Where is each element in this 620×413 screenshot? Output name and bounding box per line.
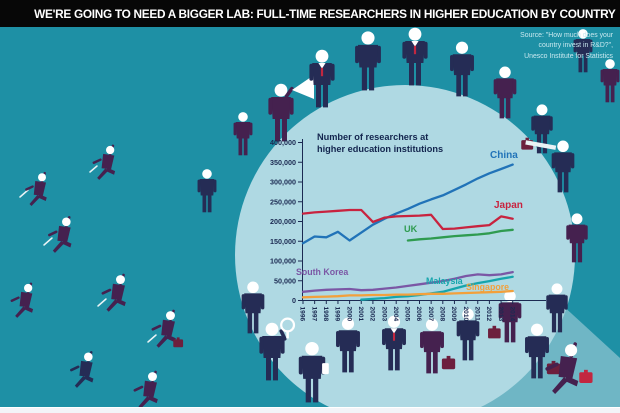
page-title: WE'RE GOING TO NEED A BIGGER LAB: FULL-T… [33, 6, 616, 21]
source-line: country invest in R&D?", [538, 42, 613, 50]
source-line: Unesco Institute for Statistics [524, 52, 613, 60]
person-figure [355, 31, 381, 91]
svg-text:400,000: 400,000 [270, 138, 296, 147]
svg-text:2014: 2014 [508, 307, 515, 322]
svg-text:1999: 1999 [334, 307, 341, 322]
person-figure [573, 29, 593, 73]
svg-text:1996: 1996 [299, 307, 306, 322]
svg-text:2005: 2005 [404, 307, 411, 322]
person-figure [151, 309, 184, 348]
person-figure [456, 308, 480, 361]
svg-text:2002: 2002 [369, 307, 376, 322]
person-figure [600, 59, 620, 103]
person-figure [241, 281, 265, 334]
person-figure [268, 75, 314, 142]
svg-text:2007: 2007 [427, 307, 434, 322]
series-line-china [301, 163, 514, 245]
series-line-south-korea [301, 270, 514, 293]
source-attribution: Source: "How much does your country inve… [520, 31, 613, 62]
person-figure [92, 144, 116, 180]
series-label-china: China [490, 150, 518, 161]
series-label-south-korea: South Korea [296, 267, 349, 277]
person-figure [298, 341, 329, 403]
footer-strip [0, 407, 620, 413]
source-line: Source: "How much does your [520, 32, 613, 39]
series-line-uk [406, 228, 514, 242]
person-figure [70, 351, 94, 388]
header-bar: WE'RE GOING TO NEED A BIGGER LAB: FULL-T… [0, 0, 620, 27]
person-figure [48, 216, 72, 253]
person-figure [25, 171, 47, 206]
person-figure [493, 66, 517, 119]
series-label-malaysia: Malaysia [426, 276, 463, 286]
person-figure [546, 283, 568, 333]
person-figure [233, 112, 253, 156]
person-figure [420, 318, 456, 374]
svg-text:50,000: 50,000 [274, 276, 296, 285]
svg-text:2000: 2000 [345, 307, 352, 322]
series-label-singapore: Singapore [466, 282, 510, 292]
svg-text:2008: 2008 [439, 307, 446, 322]
person-figure [133, 370, 158, 409]
person-figure [382, 315, 406, 371]
svg-text:2013: 2013 [497, 307, 504, 322]
svg-text:2012: 2012 [485, 307, 492, 322]
svg-text:2006: 2006 [415, 307, 422, 322]
series-line-malaysia [360, 275, 514, 301]
person-figure [566, 213, 588, 263]
person-figure [10, 282, 34, 318]
person-figure [450, 41, 474, 97]
person-figure [488, 290, 522, 343]
svg-text:300,000: 300,000 [270, 178, 296, 187]
series-line-japan [301, 208, 514, 231]
svg-text:2011: 2011 [473, 307, 480, 322]
motion-dashes [19, 165, 157, 343]
svg-text:2009: 2009 [450, 307, 457, 322]
person-figure [525, 140, 575, 193]
svg-text:150,000: 150,000 [270, 237, 296, 246]
people-figures [10, 27, 620, 409]
svg-text:200,000: 200,000 [270, 217, 296, 226]
svg-text:2001: 2001 [357, 307, 364, 322]
svg-text:1997: 1997 [310, 307, 317, 322]
person-figure [336, 317, 360, 373]
svg-text:1998: 1998 [322, 307, 329, 322]
svg-text:2004: 2004 [392, 307, 399, 322]
svg-text:2003: 2003 [380, 307, 387, 322]
svg-text:2010: 2010 [462, 307, 469, 322]
series-label-uk: UK [404, 224, 418, 234]
person-figure [259, 317, 296, 381]
person-figure [402, 27, 428, 86]
chart-title: Number of researchers at higher educatio… [317, 132, 444, 155]
svg-text:250,000: 250,000 [270, 197, 296, 206]
svg-text:0: 0 [292, 296, 296, 305]
series-label-japan: Japan [494, 200, 523, 211]
person-figure [197, 169, 217, 213]
person-figure [309, 49, 335, 108]
svg-text:100,000: 100,000 [270, 257, 296, 266]
svg-text:350,000: 350,000 [270, 158, 296, 167]
series-line-singapore [301, 289, 514, 299]
person-figure [101, 273, 126, 312]
person-figure [545, 342, 593, 394]
